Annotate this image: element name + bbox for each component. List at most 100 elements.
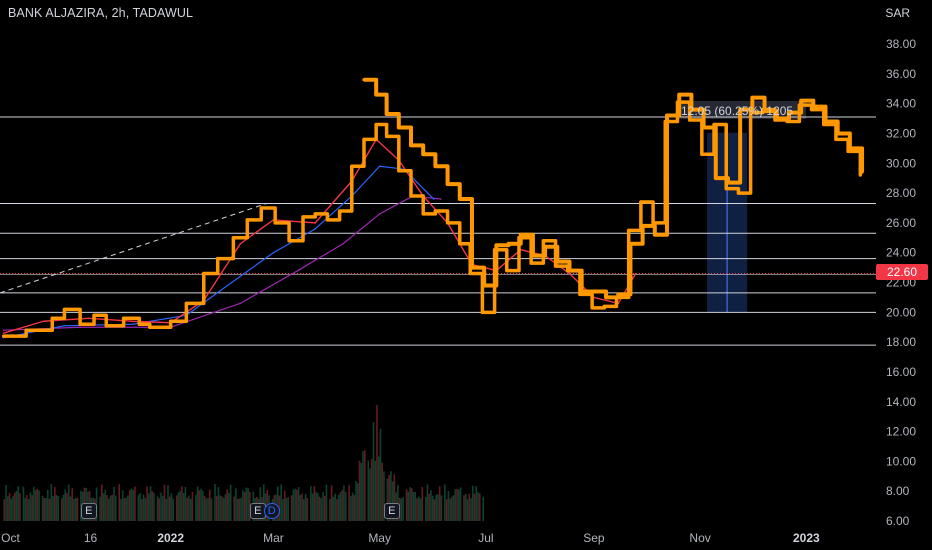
volume-bar: [73, 498, 75, 521]
volume-bar: [417, 496, 420, 521]
series-point: [701, 125, 706, 130]
volume-bar: [470, 498, 472, 521]
volume-bar: [454, 489, 457, 521]
volume-bar: [12, 495, 14, 521]
volume-bar: [449, 498, 451, 521]
volume-bar: [283, 490, 286, 521]
volume-bar: [120, 498, 122, 521]
volume-bar: [36, 488, 39, 521]
x-axis[interactable]: Oct 16 2022 Mar May Jul Sep Nov 2023: [1, 531, 820, 545]
volume-bar: [198, 490, 201, 521]
volume-bar: [146, 486, 148, 521]
volume-bar: [127, 495, 129, 521]
volume-bar: [471, 485, 474, 521]
series-point: [470, 265, 474, 270]
series-point: [148, 325, 152, 329]
volume-bar: [315, 491, 317, 521]
volume-bar: [203, 495, 206, 521]
volume-bar: [175, 495, 178, 521]
series-point: [568, 272, 571, 275]
volume-bar: [195, 495, 197, 521]
volume-bar: [182, 493, 185, 521]
y-tick-label: 38.00: [886, 37, 916, 51]
volume-bar: [69, 496, 72, 521]
series-point: [202, 271, 206, 276]
volume-bar: [370, 459, 373, 521]
x-tick-label: 2022: [157, 531, 184, 545]
volume-bar: [188, 495, 190, 521]
earnings-marker[interactable]: E: [80, 503, 97, 519]
volume-bar: [304, 494, 307, 521]
volume-bar: [299, 495, 302, 521]
volume-bar: [226, 489, 229, 521]
volume-bar: [205, 498, 208, 521]
volume-bar: [477, 492, 479, 521]
volume-bar: [104, 489, 107, 521]
x-tick-label: Jul: [478, 531, 493, 545]
series-point: [846, 149, 850, 153]
series-point: [239, 302, 242, 305]
series-point: [42, 320, 45, 323]
y-tick-label: 14.00: [886, 395, 916, 409]
volume-bar: [435, 494, 437, 521]
series-point: [314, 222, 317, 224]
series-point: [858, 173, 862, 177]
series-point: [24, 328, 28, 332]
volume-bar: [33, 486, 35, 521]
series-point: [301, 215, 305, 219]
volume-bar: [440, 495, 443, 521]
series-point: [627, 228, 631, 232]
volume-bar: [19, 493, 21, 521]
volume-bar: [60, 498, 63, 521]
volume-bar: [15, 491, 18, 521]
volume-bar: [409, 487, 411, 521]
series-point: [811, 105, 815, 109]
volume-bar: [160, 492, 162, 521]
series-point: [231, 236, 235, 240]
volume-bar: [468, 493, 471, 521]
volume-bar: [111, 494, 114, 521]
volume-bar: [210, 498, 213, 521]
volume-bar: [341, 490, 343, 521]
volume-bar: [337, 494, 340, 521]
horizontal-levels[interactable]: [0, 116, 876, 346]
volume-bar: [424, 497, 427, 521]
series-point: [397, 169, 401, 173]
dividend-marker[interactable]: D: [263, 503, 280, 519]
series-point: [245, 218, 249, 222]
x-tick-label: May: [368, 531, 391, 545]
volume-bar: [121, 490, 124, 521]
series-point: [468, 271, 472, 276]
volume-bar: [24, 497, 26, 521]
volume-bar: [99, 496, 101, 521]
y-tick-label: 10.00: [886, 454, 916, 468]
volume-bar: [433, 499, 436, 521]
volume-bar: [262, 484, 265, 521]
series-point: [216, 257, 220, 261]
volume-bar: [57, 495, 60, 521]
volume-bar: [329, 498, 331, 521]
series-point: [421, 212, 425, 216]
series-point: [78, 322, 82, 326]
y-axis[interactable]: 6.008.0010.0012.0014.0016.0018.0020.0022…: [886, 37, 916, 528]
volume-bar: [363, 450, 366, 521]
volume-bar: [64, 489, 67, 521]
x-tick-label: Sep: [583, 531, 605, 545]
volume-bar: [17, 486, 20, 521]
volume-bar: [238, 498, 241, 521]
volume-bar: [407, 491, 410, 521]
volume-bars: [3, 404, 485, 521]
series-point: [519, 233, 523, 237]
series-point: [362, 137, 366, 141]
series-point: [736, 191, 741, 195]
series-point: [665, 113, 669, 118]
volume-bar: [473, 493, 476, 521]
volume-bar: [290, 495, 293, 521]
y-tick-label: 6.00: [886, 514, 910, 528]
series-point: [259, 206, 263, 210]
trend-line[interactable]: [0, 203, 267, 294]
volume-bar: [214, 483, 216, 521]
series-point: [785, 119, 789, 124]
earnings-marker[interactable]: E: [383, 503, 400, 519]
